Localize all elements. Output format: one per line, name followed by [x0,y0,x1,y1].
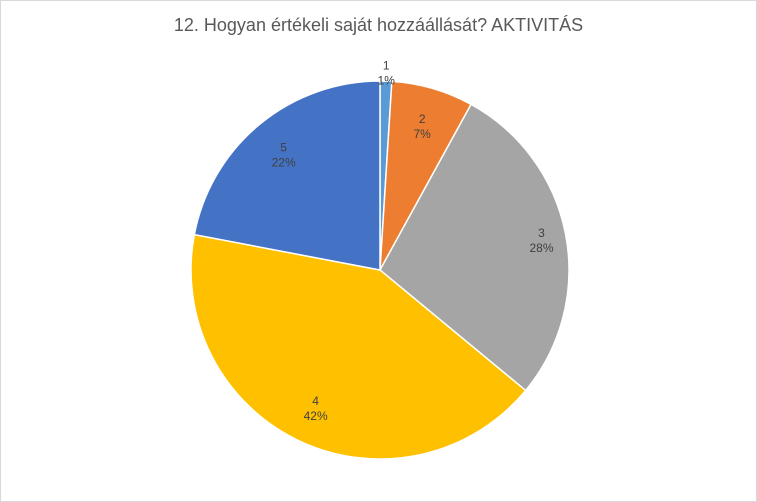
slice-percent-label: 7% [414,127,432,141]
slice-percent-label: 22% [272,155,296,169]
pie-slice-5 [193,80,381,271]
slice-category-label: 2 [419,112,426,126]
pie-slice-4 [190,233,527,460]
slice-category-label: 3 [538,226,545,240]
slice-percent-label: 42% [304,409,328,423]
slice-category-label: 4 [312,394,319,408]
slice-percent-label: 1% [378,74,396,88]
pie-slice-3 [379,103,570,392]
slice-category-label: 1 [383,59,390,73]
slice-category-label: 5 [280,140,287,154]
pie-slices [190,80,570,460]
pie-labels: 11% 27% 328% 442% 522% [272,59,554,423]
slice-percent-label: 28% [530,241,554,255]
chart-title: 12. Hogyan értékeli saját hozzáállását? … [173,15,584,35]
